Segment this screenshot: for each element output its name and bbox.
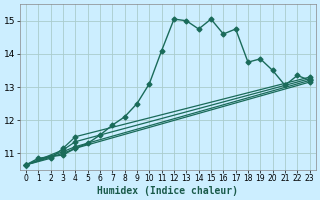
X-axis label: Humidex (Indice chaleur): Humidex (Indice chaleur) bbox=[97, 186, 238, 196]
